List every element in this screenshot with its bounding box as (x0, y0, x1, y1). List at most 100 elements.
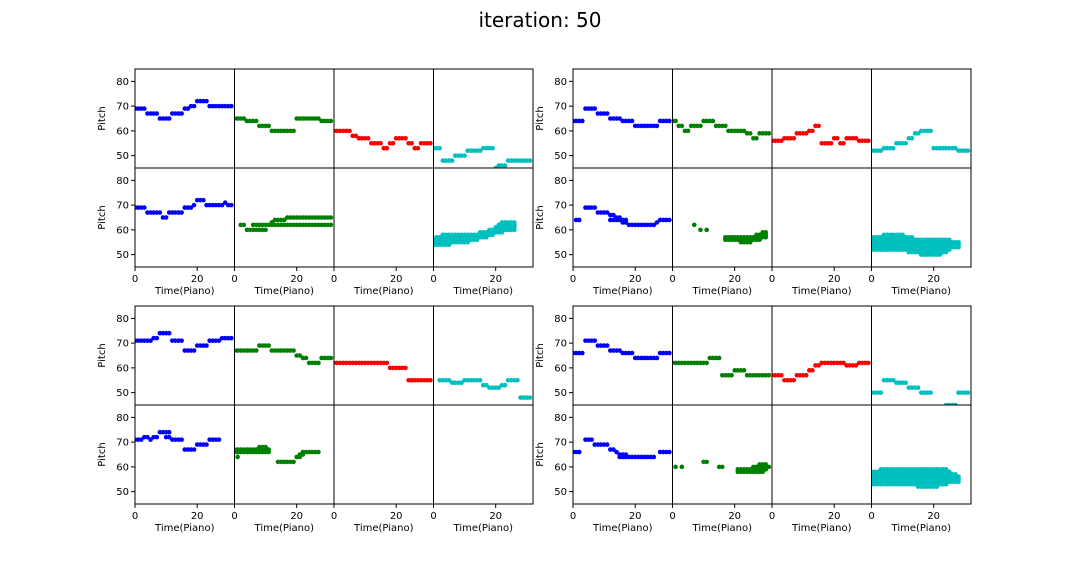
subplot-frame (134, 305, 235, 406)
note-point (791, 377, 797, 383)
note-point (266, 343, 272, 348)
note-point (629, 118, 635, 124)
note-point (179, 338, 184, 343)
note-point (611, 447, 616, 452)
note-point (763, 462, 769, 467)
x-tick-label: 20 (390, 274, 403, 285)
note-point (328, 215, 334, 220)
x-tick-label: 0 (132, 274, 138, 285)
y-tick-label: 60 (116, 363, 129, 374)
y-tick-label: 60 (116, 126, 129, 137)
note-point (219, 202, 225, 208)
note-point (915, 385, 921, 390)
track-3-points (772, 123, 871, 146)
note-point (253, 348, 259, 353)
x-tick-label: 0 (669, 274, 675, 285)
track-1-points (135, 330, 234, 353)
note-point (154, 434, 160, 440)
x-tick-label: 20 (927, 511, 940, 522)
note-point (580, 118, 585, 124)
note-point (204, 98, 209, 104)
note-point (515, 377, 520, 383)
track-2-points (673, 459, 772, 475)
x-tick-label: 20 (390, 511, 403, 522)
subplot-frame (871, 404, 972, 505)
y-tick-label: 60 (554, 363, 567, 374)
subplot-frame (234, 305, 335, 406)
note-point (462, 153, 467, 158)
x-axis-label: Time(Piano) (453, 286, 514, 297)
note-point (191, 348, 197, 353)
note-point (527, 395, 533, 400)
y-tick-label: 60 (116, 225, 129, 236)
note-point (415, 145, 421, 151)
note-point (241, 222, 247, 228)
note-point (138, 437, 144, 442)
note-point (779, 373, 784, 378)
note-point (623, 452, 629, 457)
note-point (747, 131, 753, 136)
y-tick-label: 80 (554, 77, 567, 88)
y-tick-label: 70 (554, 201, 567, 212)
y-tick-label: 50 (116, 250, 129, 261)
note-point (651, 454, 657, 460)
note-point (222, 200, 228, 205)
x-tick-label: 0 (231, 274, 237, 285)
subplot-frame (771, 167, 872, 268)
note-point (766, 464, 772, 470)
y-axis-label: Pitch (97, 442, 108, 466)
y-tick-label: 70 (554, 102, 567, 113)
subplot-frame (234, 404, 335, 505)
subplot-frame (333, 305, 434, 406)
x-tick-label: 20 (728, 511, 741, 522)
x-tick-label: 20 (290, 511, 303, 522)
x-tick-label: 0 (570, 274, 576, 285)
note-point (754, 136, 759, 141)
y-tick-label: 70 (554, 438, 567, 449)
note-point (166, 429, 172, 435)
note-point (667, 350, 672, 356)
note-point (191, 202, 197, 208)
note-point (667, 217, 672, 223)
note-point (384, 360, 390, 366)
note-point (903, 140, 908, 146)
note-point (428, 140, 433, 146)
track-1-points (573, 205, 672, 228)
y-axis-label: Pitch (535, 343, 546, 367)
x-axis-label: Time(Piano) (254, 286, 315, 297)
note-point (449, 158, 455, 163)
y-tick-label: 50 (116, 487, 129, 498)
note-point (166, 116, 172, 121)
note-point (651, 222, 657, 228)
note-point (915, 131, 921, 136)
note-point (878, 148, 884, 153)
note-point (965, 148, 971, 153)
track-4-points (871, 377, 971, 405)
note-point (263, 444, 268, 450)
note-point (673, 118, 678, 124)
y-tick-label: 60 (116, 462, 129, 473)
note-point (477, 377, 483, 383)
x-tick-label: 0 (331, 511, 337, 522)
note-point (446, 377, 452, 383)
y-tick-label: 60 (554, 126, 567, 137)
note-point (241, 116, 247, 121)
note-point (580, 350, 585, 356)
note-point (611, 212, 616, 218)
subplot-frame (771, 68, 872, 169)
x-axis-label: Time(Piano) (692, 286, 753, 297)
note-point (291, 459, 296, 465)
note-point (928, 390, 933, 395)
note-point (766, 373, 772, 378)
y-tick-label: 50 (116, 151, 129, 162)
y-axis-label: Pitch (535, 442, 546, 466)
y-tick-label: 80 (554, 176, 567, 187)
note-point (384, 145, 390, 151)
note-point (704, 360, 709, 366)
note-point (909, 235, 915, 240)
note-point (816, 363, 821, 368)
note-point (353, 133, 359, 139)
track-2-points (234, 444, 321, 465)
note-point (810, 368, 815, 373)
note-point (154, 111, 160, 116)
